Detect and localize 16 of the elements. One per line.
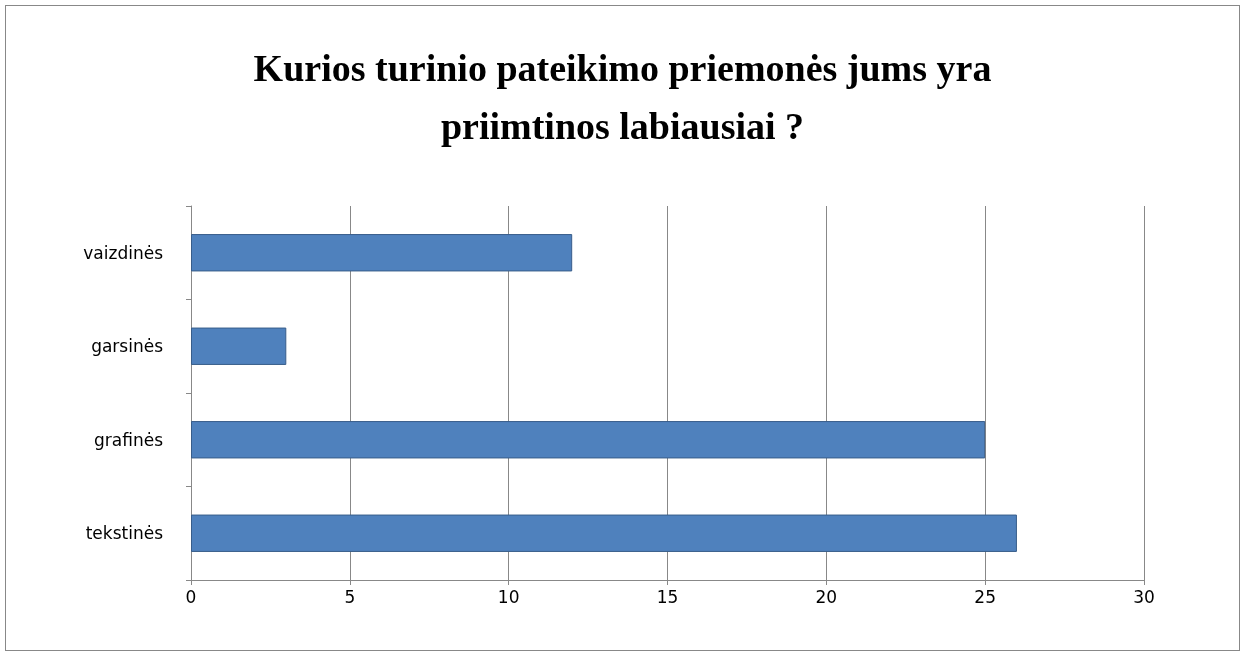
x-tick-label: 30	[1133, 586, 1155, 607]
y-tick-label: garsinės	[91, 336, 164, 357]
bar	[191, 421, 986, 459]
y-tick-label: vaizdinės	[83, 242, 164, 263]
x-tick-label: 15	[656, 586, 679, 607]
bar	[191, 234, 573, 272]
y-tick-label: tekstinės	[85, 523, 164, 544]
y-tick-label: grafinės	[94, 429, 164, 450]
x-tick-label: 0	[185, 586, 197, 607]
chart-title: Kurios turinio pateikimo priemonės jums yra priimtinos labiausiai ?	[253, 47, 992, 147]
x-tick-label: 25	[974, 586, 996, 607]
x-tick-label: 10	[497, 586, 520, 607]
bar	[191, 514, 1017, 552]
x-tick-label: 5	[344, 586, 356, 607]
x-tick-label: 20	[815, 586, 838, 607]
bar	[191, 327, 287, 365]
